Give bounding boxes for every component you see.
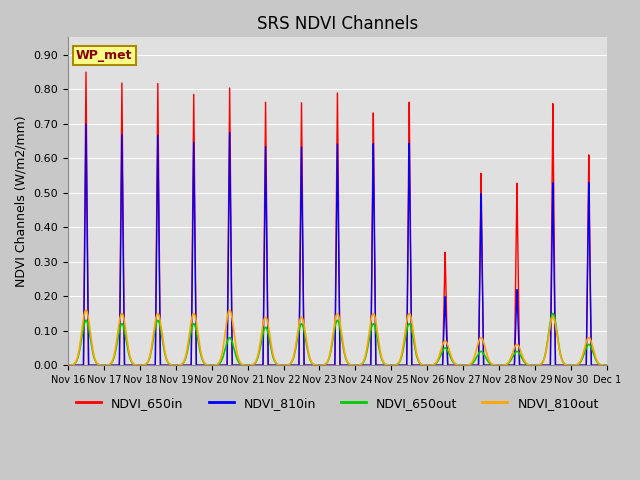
Text: WP_met: WP_met: [76, 49, 132, 62]
Legend: NDVI_650in, NDVI_810in, NDVI_650out, NDVI_810out: NDVI_650in, NDVI_810in, NDVI_650out, NDV…: [71, 392, 604, 415]
Y-axis label: NDVI Channels (W/m2/mm): NDVI Channels (W/m2/mm): [15, 116, 28, 287]
Title: SRS NDVI Channels: SRS NDVI Channels: [257, 15, 418, 33]
